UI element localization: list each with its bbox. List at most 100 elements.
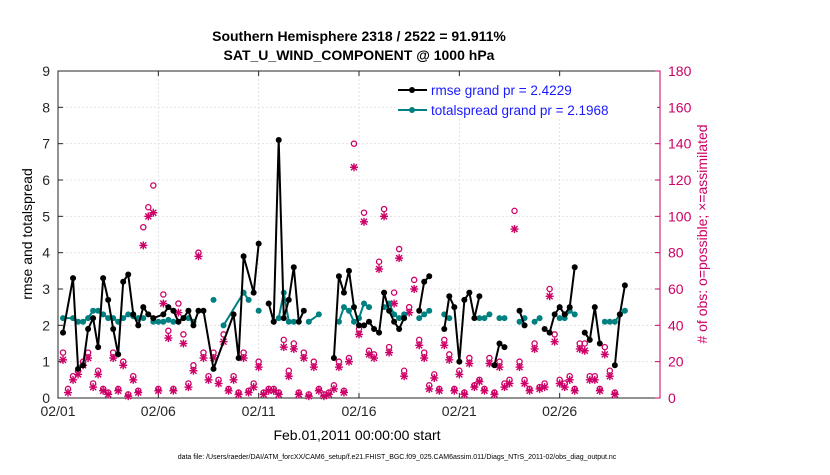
obs-assimilated-marker [475,377,484,386]
totalspread-point [350,318,357,325]
obs-assimilated-marker [395,254,404,263]
rmse-point [466,289,473,296]
obs-assimilated-marker [184,383,193,392]
series-layer [59,137,628,401]
obs-assimilated-marker [64,388,73,397]
obs-assimilated-marker [109,354,118,363]
totalspread-point [476,315,483,322]
obs-assimilated-marker [179,339,188,348]
rmse-point [85,325,92,332]
obs-assimilated-marker [89,383,98,392]
obs-assimilated-marker [360,217,369,226]
totalspread-point [305,318,312,325]
rmse-point [566,304,573,311]
totalspread-point [75,318,82,325]
obs-assimilated-marker [390,299,399,308]
obs-assimilated-marker [460,390,469,399]
rmse-point [441,325,448,332]
rmse-point [150,315,157,322]
obs-assimilated-marker [605,372,614,381]
obs-assimilated-marker [505,379,514,388]
rmse-point [581,329,588,336]
obs-assimilated-marker [405,308,414,317]
y-right-tick-label: 80 [668,245,684,261]
y-left-tick-label: 8 [42,99,50,115]
obs-assimilated-marker [440,341,449,350]
rmse-point [426,273,433,280]
totalspread-point [621,307,628,314]
totalspread-point [80,318,87,325]
obs-assimilated-marker [259,390,268,399]
totalspread-point [501,315,508,322]
x-axis-label: Feb.01,2011 00:00:00 start [273,427,440,443]
obs-assimilated-marker [480,386,489,395]
rmse-point [461,296,468,303]
obs-possible-marker [280,336,287,344]
rmse-point [416,307,423,314]
y-right-tick-label: 20 [668,354,684,370]
y-left-tick-label: 7 [42,136,50,152]
rmse-point [491,362,498,369]
obs-assimilated-marker [355,330,363,339]
rmse-line [583,306,601,344]
rmse-point [165,304,172,311]
rmse-point [190,322,197,329]
rmse-point [60,329,67,336]
rmse-point [345,267,352,274]
rmse-point [275,137,282,144]
totalspread-point [446,315,453,322]
obs-assimilated-marker [279,343,288,352]
rmse-point [300,307,307,314]
totalspread-point [345,307,352,314]
totalspread-point [335,318,342,325]
obs-assimilated-marker [169,386,178,395]
obs-possible-marker [546,285,553,293]
obs-assimilated-marker [590,375,599,384]
rmse-point [130,311,137,318]
obs-possible-marker [390,289,398,296]
obs-assimilated-marker [490,390,499,399]
rmse-point [621,282,628,289]
rmse-point [366,318,373,325]
legend-rmse-marker [409,87,415,93]
obs-assimilated-marker [254,363,263,372]
rmse-point [446,293,453,300]
obs-assimilated-marker [194,252,203,261]
obs-assimilated-marker [174,308,183,317]
x-tick-label: 02/21 [442,403,477,419]
totalspread-point [90,307,97,314]
obs-assimilated-marker [410,285,419,293]
rmse-point [270,318,277,325]
obs-assimilated-marker [560,383,569,392]
y-left-tick-label: 1 [42,354,50,370]
totalspread-point [391,311,398,318]
rmse-point [350,304,357,311]
y-axis-label-left: rmse and totalspread [19,168,35,300]
chart-title: Southern Hemisphere 2318 / 2522 = 91.911… [212,28,506,44]
obs-assimilated-marker [540,383,549,392]
obs-assimilated-marker [385,348,394,357]
obs-assimilated-marker [500,383,509,392]
obs-assimilated-marker [465,359,474,368]
y-left-tick-label: 0 [42,390,50,406]
obs-assimilated-marker [159,299,168,308]
legend-box [395,79,657,119]
totalspread-point [531,318,538,325]
obs-possible-marker [145,203,152,211]
totalspread-point [536,315,543,322]
rmse-point [521,322,528,329]
x-tick-label: 02/06 [141,403,176,419]
rmse-point [195,307,202,314]
obs-assimilated-marker [144,212,153,221]
y-left-tick-label: 9 [42,63,50,79]
totalspread-point [366,304,373,311]
obs-assimilated-marker [189,366,198,375]
rmse-point [356,322,362,329]
rmse-line [267,139,305,323]
totalspread-point [100,311,107,318]
rmse-point [551,311,558,318]
rmse-point [386,307,393,314]
rmse-point [185,307,192,314]
y-right-tick-label: 180 [668,63,692,79]
